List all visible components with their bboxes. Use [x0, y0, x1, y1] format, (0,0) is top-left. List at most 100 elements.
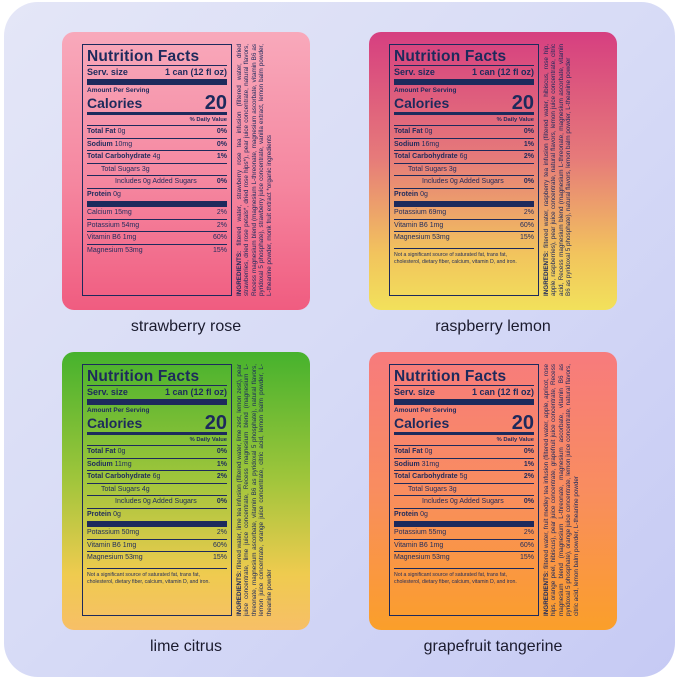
nutrient-name: Sodium	[87, 140, 113, 148]
nutrient-name: Total Sugars	[408, 485, 447, 493]
nutrient-row: Total Fat 0g 0%	[87, 445, 227, 458]
flavor-name: grapefruit tangerine	[423, 638, 563, 655]
nutrient-amount: 31mg	[421, 460, 440, 468]
nutrient-row: Sodium 31mg 1%	[394, 457, 534, 471]
nutrient: Total Sugars 3g	[87, 164, 150, 176]
amount-label: Amount Per Serving	[87, 87, 150, 94]
nutrient-amount: 54mg	[121, 221, 140, 229]
nutrient-name: Vitamin B6	[394, 221, 428, 229]
ingredients: INGREDIENTS: filtered water, lime tea in…	[236, 364, 302, 616]
nutrient: Total Fat 0g	[87, 446, 125, 458]
mineral-row: Magnesium 53mg 15%	[87, 551, 227, 564]
nutrient-row: Protein 0g	[87, 507, 227, 521]
mineral-row: Potassium 54mg 2%	[87, 218, 227, 232]
nutrient: Total Fat 0g	[394, 126, 432, 138]
nutrition-panel: Nutrition Facts Serv. size 1 can (12 fl oz…	[82, 364, 232, 616]
nutrient-row: Includes 0g Added Sugars 0%	[394, 175, 534, 188]
nutrient: Includes 0g Added Sugars	[394, 176, 504, 188]
daily-value-header: % Daily Value	[189, 117, 227, 123]
nutrient-row: Sodium 10mg 0%	[87, 137, 227, 151]
nutrient-name: Sodium	[394, 460, 420, 468]
nutrient-row: Total Sugars 3g	[394, 482, 534, 496]
nutrient-amount: 6g	[459, 153, 468, 160]
nutrient: Total Fat 0g	[87, 126, 125, 138]
amount-label: Amount Per Serving	[394, 407, 457, 414]
medium-rule	[87, 112, 227, 115]
nutrient-name: Potassium	[87, 529, 120, 536]
daily-value: 0%	[523, 498, 534, 505]
nutrient: Total Fat 0g	[394, 446, 432, 458]
nutrient: Includes 0g Added Sugars	[87, 496, 197, 508]
nutrient-name: Magnesium	[394, 234, 431, 241]
nutrient-name: Protein	[87, 190, 112, 198]
serving-size: 1 can (12 fl oz)	[164, 387, 227, 397]
nutrient-row: Total Fat 0g 0%	[394, 125, 534, 138]
daily-value: 15%	[519, 234, 534, 241]
daily-value: 2%	[216, 529, 227, 536]
nutrient-amount: 0g	[420, 510, 428, 518]
nutrient-amount: 55mg	[428, 529, 447, 536]
nutrient-name: Total Fat	[87, 448, 116, 455]
daily-value: 0%	[216, 498, 227, 505]
nutrient-amount: 1mg	[429, 541, 444, 549]
nutrient-amount: 0g	[113, 510, 121, 518]
nutrient: Total Carbohydrate 5g	[394, 471, 467, 483]
nutrient-amount: 53mg	[125, 554, 143, 561]
mineral-row: Vitamin B6 1mg 60%	[394, 538, 534, 552]
nutrient: Protein 0g	[394, 509, 428, 521]
nutrient-name: Total Sugars	[408, 165, 447, 173]
serving-row: Serv. size 1 can (12 fl oz)	[87, 65, 227, 78]
nutrient-name: Total Sugars	[101, 485, 140, 493]
label-card: Nutrition Facts Serv. size 1 can (12 fl oz…	[369, 352, 617, 630]
nutrient-amount: 0g	[113, 190, 121, 198]
nutrient-amount: 69mg	[428, 209, 447, 216]
nutrient-amount: 5g	[459, 473, 468, 480]
nutrient-row: Total Carbohydrate 6g 2%	[394, 150, 534, 163]
flavor-name: lime citrus	[149, 638, 222, 655]
serving-label: Serv. size	[394, 387, 435, 397]
thick-rule	[87, 399, 227, 405]
daily-value: 60%	[519, 541, 534, 549]
nutrient: Vitamin B6 1mg	[394, 220, 443, 232]
nutrient-row: Protein 0g	[394, 507, 534, 521]
medium-rule	[394, 112, 534, 115]
daily-value: 2%	[523, 209, 534, 216]
daily-value: 15%	[212, 554, 227, 561]
nutrient-name: Includes 0g Added Sugars	[115, 178, 197, 185]
nutrient-name: Includes 0g Added Sugars	[115, 498, 197, 505]
serving-label: Serv. size	[87, 67, 128, 77]
nutrient-row: Sodium 11mg 1%	[87, 457, 227, 471]
nutrient-name: Protein	[394, 510, 419, 518]
thick-rule	[87, 521, 227, 527]
nutrient-row: Total Sugars 4g	[87, 482, 227, 496]
ingredients: INGREDIENTS: filtered water, raspberry t…	[543, 44, 609, 296]
mineral-row: Calcium 15mg 2%	[87, 207, 227, 219]
nutrient: Total Sugars 3g	[394, 484, 457, 496]
nutrient-amount: 53mg	[125, 246, 143, 254]
mineral-row: Vitamin B6 1mg 60%	[87, 538, 227, 552]
panel-title: Nutrition Facts	[87, 368, 200, 385]
calories-row: Calories 20	[87, 413, 227, 433]
nutrient-row: Includes 0g Added Sugars 0%	[394, 495, 534, 508]
nutrient-amount: 50mg	[121, 529, 140, 536]
nutrient-name: Includes 0g Added Sugars	[422, 498, 504, 505]
mineral-row: Vitamin B6 1mg 60%	[87, 231, 227, 244]
calories-label: Calories	[87, 95, 143, 111]
nutrient-row: Protein 0g	[394, 187, 534, 201]
nutrient-amount: 11mg	[114, 460, 132, 468]
nutrient: Vitamin B6 1mg	[394, 540, 443, 552]
ingredients: INGREDIENTS: filtered water, fruit medle…	[543, 364, 609, 616]
nutrient-name: Includes 0g Added Sugars	[422, 178, 504, 185]
daily-value: 1%	[216, 460, 227, 468]
calories-value: 20	[511, 92, 534, 114]
daily-value-header: % Daily Value	[189, 437, 227, 443]
nutrient-amount: 6g	[152, 473, 161, 480]
thick-rule	[394, 79, 534, 85]
label-card: Nutrition Facts Serv. size 1 can (12 fl oz…	[62, 32, 310, 310]
serving-size: 1 can (12 fl oz)	[471, 387, 534, 397]
footnote: Not a significant source of saturated fa…	[87, 567, 227, 586]
nutrient-amount: 53mg	[432, 554, 450, 561]
nutrient-row: Sodium 16mg 1%	[394, 137, 534, 151]
serving-size: 1 can (12 fl oz)	[164, 67, 227, 77]
label-card: Nutrition Facts Serv. size 1 can (12 fl oz…	[369, 32, 617, 310]
